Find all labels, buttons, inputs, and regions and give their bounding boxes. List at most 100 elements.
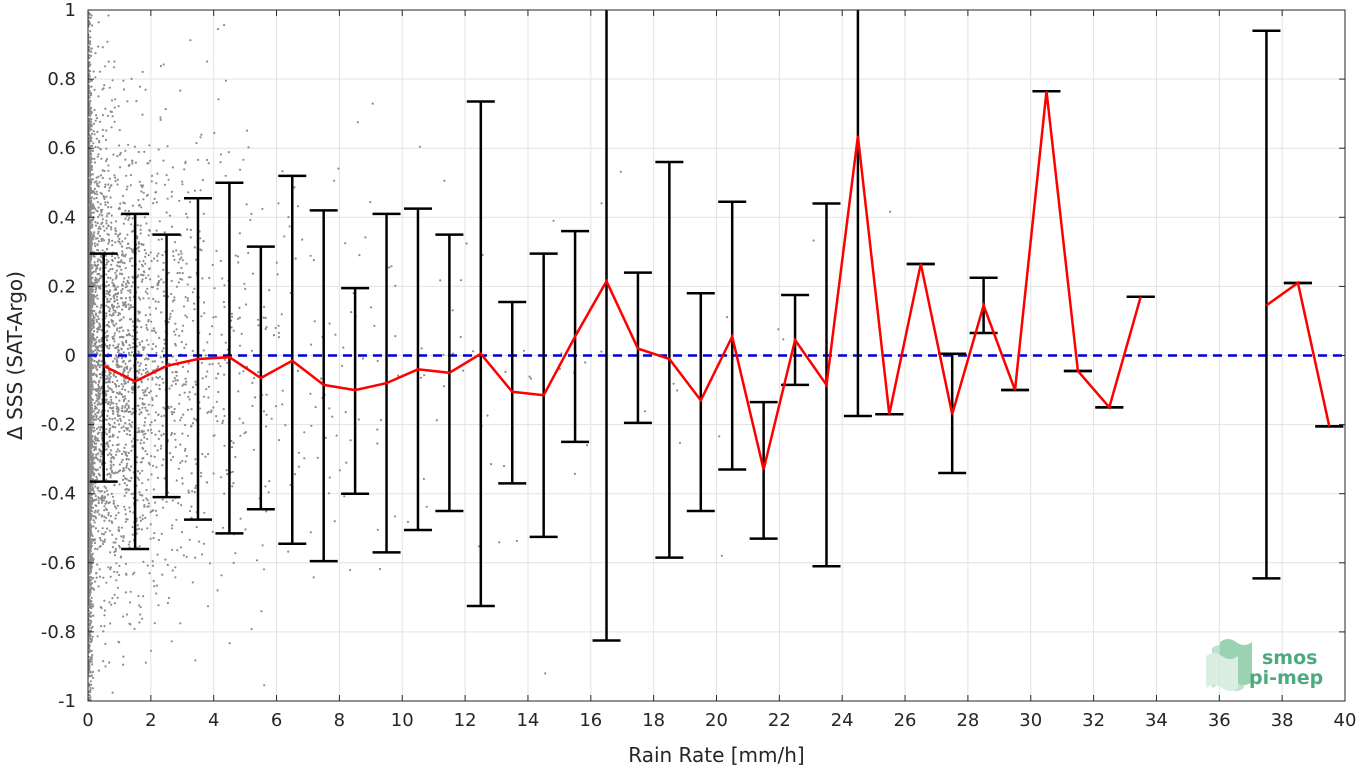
scatter-point: [145, 367, 148, 370]
scatter-point: [92, 577, 95, 580]
scatter-point: [97, 230, 100, 233]
scatter-point: [90, 149, 93, 152]
scatter-point: [90, 212, 93, 215]
scatter-point: [130, 449, 133, 452]
scatter-point: [130, 476, 133, 479]
scatter-point: [223, 24, 226, 27]
scatter-point: [274, 405, 277, 408]
scatter-point: [98, 349, 101, 353]
scatter-point: [97, 146, 100, 149]
scatter-point: [92, 441, 95, 444]
scatter-point: [100, 443, 103, 446]
scatter-point: [122, 280, 125, 283]
scatter-point: [90, 582, 93, 585]
scatter-point: [277, 439, 281, 442]
scatter-point: [170, 195, 173, 198]
scatter-point: [101, 46, 104, 49]
scatter-point: [91, 398, 94, 401]
scatter-point: [102, 630, 105, 633]
scatter-point: [91, 470, 94, 473]
scatter-point: [88, 609, 91, 612]
scatter-point: [92, 190, 95, 193]
scatter-point: [110, 226, 113, 229]
scatter-point: [187, 489, 190, 492]
scatter-point: [145, 394, 148, 397]
scatter-point: [105, 258, 108, 261]
scatter-point: [182, 413, 185, 416]
scatter-point: [183, 391, 186, 394]
scatter-point: [215, 415, 218, 418]
scatter-point: [151, 464, 155, 467]
scatter-point: [88, 85, 91, 88]
scatter-point: [147, 318, 150, 322]
scatter-point: [181, 365, 185, 369]
scatter-point: [91, 173, 94, 176]
scatter-point: [109, 375, 112, 378]
scatter-point: [105, 261, 108, 264]
scatter-point: [92, 483, 95, 486]
scatter-point: [199, 189, 202, 192]
scatter-point: [88, 526, 91, 529]
scatter-point: [113, 421, 116, 424]
scatter-point: [102, 225, 105, 228]
scatter-point: [188, 538, 191, 541]
scatter-point: [124, 158, 127, 161]
scatter-point: [122, 425, 125, 428]
scatter-point: [462, 369, 465, 372]
scatter-point: [357, 418, 360, 421]
scatter-point: [90, 254, 93, 258]
scatter-point: [116, 596, 119, 599]
scatter-point: [117, 573, 121, 577]
scatter-point: [232, 329, 235, 332]
scatter-point: [164, 558, 167, 561]
scatter-point: [108, 307, 112, 310]
scatter-point: [117, 385, 120, 388]
scatter-point: [103, 599, 106, 602]
scatter-point: [89, 686, 92, 690]
scatter-point: [116, 436, 119, 439]
scatter-point: [121, 245, 124, 248]
scatter-point: [88, 231, 91, 234]
scatter-point: [183, 449, 187, 452]
scatter-point: [153, 585, 156, 588]
scatter-point: [128, 318, 131, 321]
scatter-point: [141, 70, 144, 73]
scatter-point: [122, 79, 125, 82]
scatter-point: [92, 415, 95, 418]
scatter-point: [147, 234, 150, 237]
scatter-point: [122, 316, 125, 319]
scatter-point: [224, 341, 227, 344]
scatter-point: [98, 234, 102, 238]
scatter-point: [108, 519, 111, 522]
scatter-point: [393, 515, 397, 518]
scatter-point: [369, 200, 372, 204]
scatter-point: [90, 435, 93, 438]
scatter-point: [284, 424, 287, 427]
scatter-point: [349, 439, 352, 442]
scatter-point: [113, 288, 116, 291]
scatter-point: [124, 404, 127, 407]
scatter-point: [131, 381, 134, 384]
scatter-point: [103, 197, 106, 200]
scatter-point: [90, 411, 93, 414]
scatter-point: [89, 615, 92, 618]
scatter-point: [107, 270, 110, 273]
scatter-point: [130, 285, 133, 288]
scatter-point: [200, 133, 203, 136]
scatter-point: [116, 443, 119, 447]
scatter-point: [94, 468, 97, 471]
scatter-point: [135, 100, 138, 103]
scatter-point: [106, 114, 110, 117]
scatter-point: [105, 314, 108, 317]
scatter-point: [96, 243, 99, 246]
scatter-point: [119, 297, 122, 300]
scatter-point: [101, 218, 104, 221]
scatter-point: [122, 385, 125, 388]
scatter-point: [109, 515, 112, 518]
scatter-point: [93, 511, 96, 514]
scatter-point: [150, 455, 153, 458]
scatter-point: [94, 349, 97, 352]
scatter-point: [97, 206, 100, 209]
scatter-point: [201, 377, 204, 380]
scatter-point: [95, 176, 98, 179]
